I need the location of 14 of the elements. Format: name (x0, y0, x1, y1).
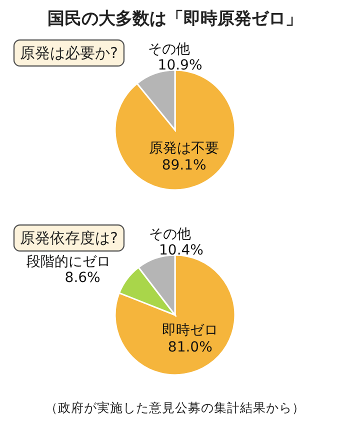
chart-subtitle: 原発は必要か? (20, 44, 118, 62)
text: （政府が実施した意見公募の集計結果から） (45, 400, 305, 415)
data-label: 8.6% (64, 270, 100, 286)
data-label: 81.0% (168, 339, 212, 356)
data-label: 89.1% (162, 157, 206, 174)
slice-label: その他 (148, 42, 190, 58)
chart-title: 国民の大多数は「即時原発ゼロ」 (48, 9, 302, 29)
slice-label: その他 (149, 226, 192, 242)
slice-label: 段階的にゼロ (26, 254, 110, 270)
slice-label: 原発は不要 (149, 140, 220, 156)
slice-label: 即時ゼロ (162, 322, 218, 338)
chart-subtitle: 原発依存度は? (20, 229, 118, 247)
data-label: 10.4% (159, 242, 204, 258)
data-label: 10.9% (158, 58, 202, 74)
